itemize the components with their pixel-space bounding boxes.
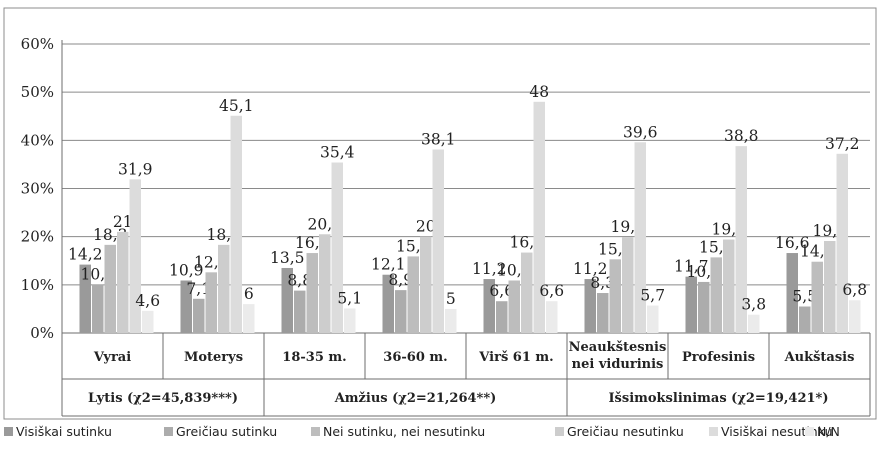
y-tick-label: 0% (30, 324, 54, 342)
y-tick-label: 20% (21, 228, 54, 246)
bar (445, 309, 457, 333)
y-tick-label: 30% (21, 180, 54, 198)
bar (117, 232, 129, 333)
category-label: 36-60 m. (383, 350, 447, 365)
data-label: 6,8 (842, 281, 867, 299)
data-label: 37,2 (825, 135, 860, 153)
y-tick-label: 40% (21, 131, 54, 149)
bar (622, 237, 634, 333)
bar (206, 272, 218, 333)
bar (218, 245, 230, 333)
data-label: 14,2 (68, 246, 103, 264)
category-label: Vyrai (93, 350, 131, 365)
data-label: 5,7 (640, 287, 665, 305)
bar (243, 304, 255, 333)
data-label: 5 (446, 290, 456, 308)
bar (130, 179, 142, 333)
bar (647, 306, 659, 333)
data-label: 6,6 (539, 282, 564, 300)
bar (231, 116, 243, 333)
legend-swatch (555, 427, 564, 436)
bar (610, 259, 622, 333)
legend-label: N/N (817, 424, 840, 439)
category-label: 18-35 m. (282, 350, 346, 365)
bar (748, 315, 760, 333)
bar (420, 237, 432, 333)
bar (837, 154, 849, 333)
data-label: 39,6 (623, 123, 658, 141)
bar (812, 262, 824, 333)
bar (686, 277, 698, 333)
bar (294, 291, 306, 333)
bar (105, 245, 117, 333)
legend-swatch (164, 427, 173, 436)
legend-swatch (709, 427, 718, 436)
data-label: 31,9 (118, 160, 153, 178)
data-label: 35,4 (320, 143, 355, 161)
data-label: 48 (529, 83, 549, 101)
data-label: 5,1 (337, 289, 362, 307)
legend-label: Nei sutinku, nei nesutinku (323, 424, 485, 439)
y-tick-label: 10% (21, 276, 54, 294)
group-label: Išsimokslinimas (χ2=19,421*) (608, 391, 828, 406)
bar (496, 301, 508, 333)
bar (711, 257, 723, 333)
bar (92, 284, 104, 333)
legend-swatch (4, 427, 13, 436)
y-tick-label: 60% (21, 35, 54, 53)
data-label: 38,1 (421, 130, 456, 148)
bar (521, 253, 533, 333)
category-label: Aukštasis (784, 350, 855, 365)
bar (395, 290, 407, 333)
bar (142, 311, 154, 333)
bar (319, 234, 331, 333)
category-label: Neaukštesnis nei vidurinis (569, 340, 667, 372)
bar (307, 253, 319, 333)
category-label: Virš 61 m. (478, 350, 553, 365)
bar (408, 256, 420, 333)
legend-swatch (311, 427, 320, 436)
bar (546, 301, 558, 333)
bar (698, 282, 710, 333)
y-tick-label: 50% (21, 83, 54, 101)
group-label: Amžius (χ2=21,264**) (334, 391, 497, 406)
data-label: 45,1 (219, 97, 254, 115)
category-label: Profesinis (682, 350, 755, 365)
legend-label: Greičiau sutinku (176, 424, 277, 439)
bar (433, 149, 445, 333)
legend-label: Visiškai nesutinku (721, 424, 833, 439)
data-label: 4,6 (135, 292, 160, 310)
data-label: 38,8 (724, 127, 759, 145)
data-label: 6 (244, 285, 254, 303)
bar (824, 241, 836, 333)
bar (509, 280, 521, 333)
data-label: 3,8 (741, 296, 766, 314)
group-label: Lytis (χ2=45,839***) (88, 391, 238, 406)
bar (849, 300, 861, 333)
bar (799, 307, 811, 333)
legend-label: Greičiau nesutinku (567, 424, 684, 439)
legend-label: Visiškai sutinku (16, 424, 112, 439)
bar (344, 308, 356, 333)
category-label: Moterys (184, 350, 243, 365)
bar (193, 299, 205, 333)
bar (597, 293, 609, 333)
bar (723, 240, 735, 333)
legend-swatch (805, 427, 814, 436)
